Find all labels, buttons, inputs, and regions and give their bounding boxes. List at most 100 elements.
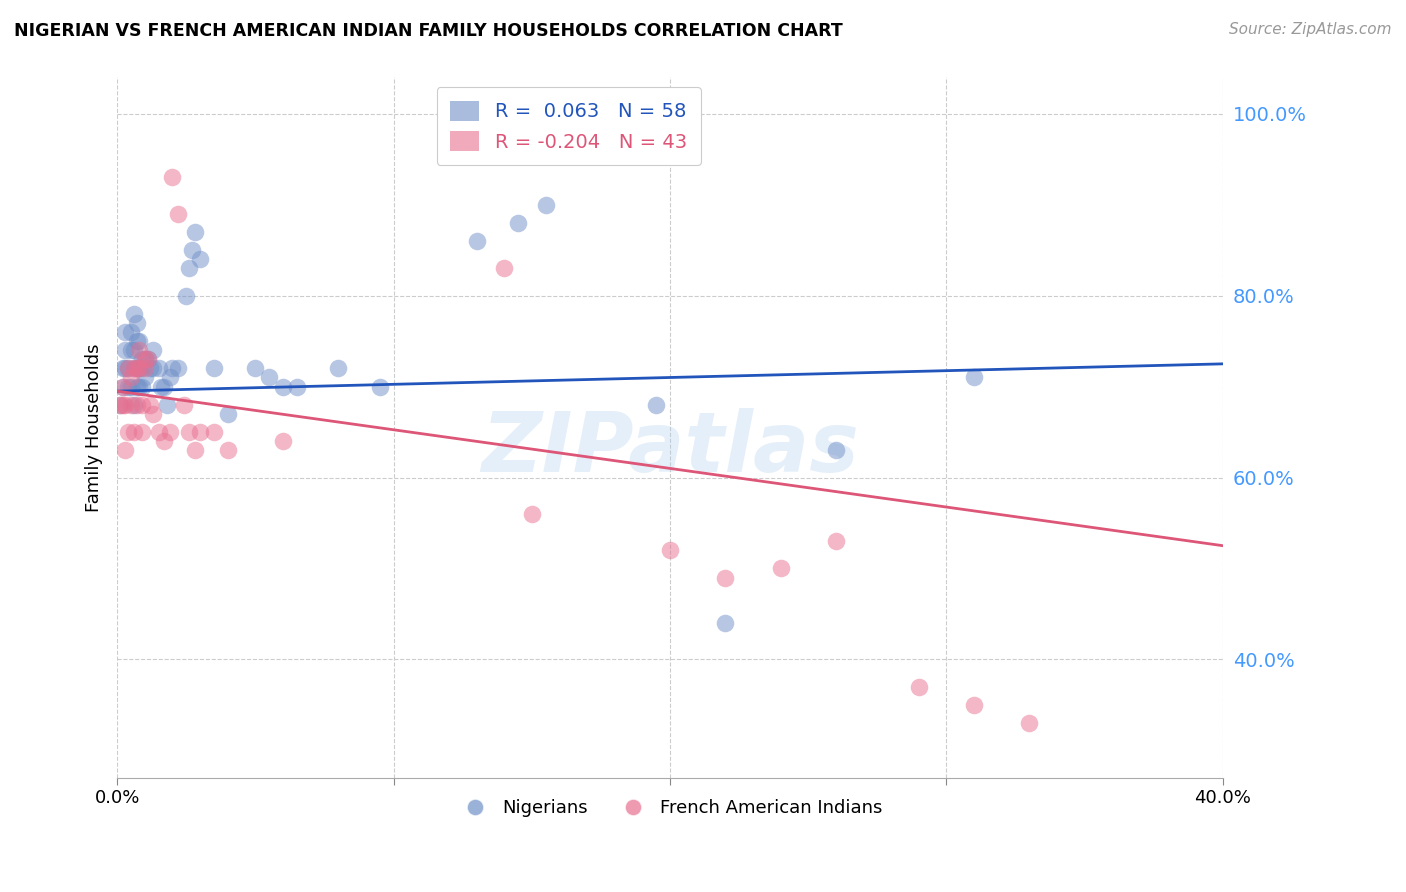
Point (188, 425, 211, 439)
Point (142, 343, 165, 358)
Point (645, 398, 668, 412)
Point (114, 361, 136, 376)
Point (153, 434, 176, 449)
Point (131, 398, 153, 412)
Point (825, 443, 848, 458)
Point (177, 261, 200, 276)
Point (111, 361, 134, 376)
Point (120, 370, 142, 384)
Point (117, 379, 139, 393)
Point (217, 443, 239, 458)
Point (769, 561, 792, 575)
Point (176, 288, 198, 302)
Point (142, 361, 165, 376)
Point (117, 361, 139, 376)
Point (128, 343, 150, 358)
Point (153, 379, 176, 393)
Point (162, 361, 184, 376)
Point (963, 698, 986, 712)
Point (245, 361, 267, 376)
Point (188, 252, 211, 267)
Point (139, 398, 162, 412)
Point (534, 198, 557, 212)
Point (368, 379, 391, 393)
Point (162, 170, 184, 185)
Point (136, 352, 159, 367)
Point (125, 334, 148, 348)
Point (167, 361, 190, 376)
Point (271, 434, 294, 449)
Y-axis label: Family Households: Family Households (86, 343, 103, 512)
Point (659, 543, 682, 558)
Point (173, 398, 195, 412)
Point (217, 407, 239, 421)
Point (150, 379, 173, 393)
Point (120, 325, 142, 339)
Point (908, 680, 931, 694)
Point (125, 379, 148, 393)
Point (122, 343, 145, 358)
Point (128, 334, 150, 348)
Point (111, 379, 134, 393)
Point (122, 398, 145, 412)
Point (136, 352, 159, 367)
Point (128, 379, 150, 393)
Point (122, 425, 145, 439)
Point (183, 225, 205, 239)
Point (122, 361, 145, 376)
Point (111, 398, 134, 412)
Point (114, 398, 136, 412)
Point (142, 407, 165, 421)
Point (117, 361, 139, 376)
Point (131, 379, 153, 393)
Point (148, 425, 170, 439)
Point (202, 425, 225, 439)
Point (122, 361, 145, 376)
Point (128, 361, 150, 376)
Point (108, 398, 131, 412)
Point (128, 361, 150, 376)
Point (134, 352, 156, 367)
Text: NIGERIAN VS FRENCH AMERICAN INDIAN FAMILY HOUSEHOLDS CORRELATION CHART: NIGERIAN VS FRENCH AMERICAN INDIAN FAMIL… (14, 22, 842, 40)
Point (714, 615, 737, 630)
Point (494, 261, 516, 276)
Point (159, 370, 181, 384)
Point (963, 370, 986, 384)
Point (125, 361, 148, 376)
Point (1018, 716, 1040, 731)
Point (177, 425, 200, 439)
Point (285, 379, 308, 393)
Point (159, 425, 181, 439)
Point (125, 398, 148, 412)
Point (114, 443, 136, 458)
Point (125, 361, 148, 376)
Point (328, 361, 350, 376)
Point (131, 352, 153, 367)
Point (202, 361, 225, 376)
Legend: Nigerians, French American Indians: Nigerians, French American Indians (450, 792, 890, 824)
Point (131, 425, 153, 439)
Point (114, 325, 136, 339)
Point (120, 398, 142, 412)
Point (825, 534, 848, 549)
Point (134, 370, 156, 384)
Text: ZIPatlas: ZIPatlas (481, 408, 859, 489)
Point (180, 243, 202, 257)
Text: Source: ZipAtlas.com: Source: ZipAtlas.com (1229, 22, 1392, 37)
Point (520, 507, 543, 521)
Point (114, 343, 136, 358)
Point (257, 370, 280, 384)
Point (108, 398, 131, 412)
Point (148, 361, 170, 376)
Point (506, 216, 529, 230)
Point (134, 352, 156, 367)
Point (117, 425, 139, 439)
Point (120, 343, 142, 358)
Point (131, 361, 153, 376)
Point (134, 361, 156, 376)
Point (125, 316, 148, 330)
Point (714, 570, 737, 584)
Point (122, 307, 145, 321)
Point (271, 379, 294, 393)
Point (167, 207, 190, 221)
